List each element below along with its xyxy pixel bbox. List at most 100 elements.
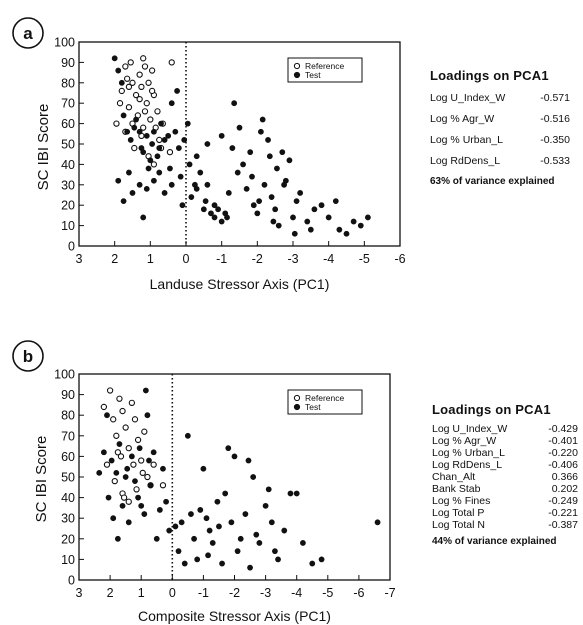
y-tick-label: 80: [61, 76, 75, 90]
loadings-title-b: Loadings on PCA1: [432, 402, 551, 417]
test-point: [242, 511, 249, 517]
test-point: [311, 206, 318, 213]
reference-point: [141, 108, 149, 115]
test-point: [188, 511, 194, 517]
test-point: [124, 465, 131, 472]
test-point: [216, 523, 222, 530]
test-point: [168, 100, 175, 107]
loading-variable-label: Log U_Index_W: [430, 92, 506, 104]
x-tick-label: -2: [229, 586, 240, 600]
reference-point: [113, 120, 120, 127]
test-point: [135, 494, 141, 501]
test-point: [250, 202, 257, 209]
reference-point: [144, 473, 151, 481]
test-point: [197, 507, 204, 513]
reference-point: [128, 399, 136, 406]
y-tick-label: 0: [68, 240, 75, 254]
reference-point: [125, 445, 132, 452]
test-point: [166, 527, 173, 534]
loading-value: 0.366: [551, 471, 578, 483]
x-tick-label: -3: [287, 252, 298, 266]
test-point: [168, 181, 175, 188]
legend-box: [287, 389, 363, 415]
test-point: [108, 457, 115, 464]
legend-reference-marker: [293, 62, 301, 70]
test-point: [231, 453, 238, 460]
reference-point: [125, 498, 132, 505]
test-point: [268, 194, 275, 200]
test-point: [236, 124, 243, 131]
loading-value: -0.429: [548, 423, 578, 435]
x-tick-label: -3: [260, 586, 271, 600]
test-point: [172, 128, 179, 135]
reference-point: [110, 416, 117, 423]
x-tick-label: -2: [252, 252, 263, 266]
loading-value: -0.221: [548, 507, 578, 519]
test-point: [318, 202, 325, 209]
test-point: [214, 498, 221, 505]
test-point: [208, 210, 214, 217]
test-point: [184, 120, 191, 127]
panel-label: a: [23, 24, 33, 43]
test-point: [120, 198, 127, 205]
test-point: [200, 465, 207, 472]
reference-point: [131, 416, 139, 423]
y-tick-label: 10: [61, 219, 75, 233]
test-point: [266, 153, 273, 160]
test-point: [110, 515, 117, 522]
test-point: [100, 449, 107, 456]
loadings-panel-a: Loadings on PCA1 Log U_Index_W -0.571 Log …: [430, 68, 570, 187]
test-point: [325, 214, 332, 221]
loading-row: Log % Urban_L -0.220: [432, 447, 578, 459]
test-point: [204, 181, 211, 188]
loading-variable-label: Log % Agr_W: [430, 113, 495, 125]
y-tick-label: 10: [61, 553, 75, 567]
test-point: [143, 185, 150, 192]
test-point: [145, 165, 152, 172]
loading-variable-label: Log % Agr_W: [432, 435, 497, 447]
reference-point: [134, 436, 142, 444]
test-point: [318, 556, 325, 563]
variance-explained-b: 44% of variance explained: [432, 536, 557, 547]
test-point: [165, 132, 172, 139]
test-point: [136, 128, 143, 135]
x-tick-label: 2: [107, 586, 114, 600]
test-point: [304, 218, 311, 225]
test-point: [140, 214, 147, 221]
y-tick-label: 20: [61, 532, 75, 546]
test-point: [261, 181, 268, 188]
test-point: [336, 226, 343, 233]
test-point: [228, 519, 235, 526]
reference-point: [138, 83, 145, 91]
reference-point: [159, 482, 167, 489]
test-point: [184, 432, 191, 439]
test-point: [272, 548, 278, 555]
y-tick-label: 40: [61, 158, 75, 172]
test-point: [234, 169, 241, 176]
test-point: [281, 527, 288, 534]
loading-row: Log % Agr_W -0.516: [430, 113, 570, 125]
reference-point: [100, 403, 108, 411]
x-tick-label: 1: [138, 586, 145, 600]
test-point: [161, 137, 168, 143]
y-tick-label: 40: [61, 491, 75, 505]
loading-value: -0.387: [548, 519, 578, 531]
test-point: [268, 519, 275, 526]
y-tick-label: 70: [61, 97, 75, 111]
y-tick-label: 30: [61, 512, 75, 526]
test-point: [143, 132, 150, 139]
test-point: [175, 548, 182, 555]
test-point: [167, 165, 173, 172]
test-point: [275, 556, 281, 563]
reference-point: [129, 79, 136, 86]
loading-variable-label: Log % Urban_L: [432, 447, 505, 459]
reference-point: [136, 95, 143, 103]
test-point: [116, 441, 123, 447]
test-point: [156, 169, 163, 176]
test-point: [172, 523, 179, 530]
test-point: [186, 161, 193, 168]
test-point: [128, 453, 135, 460]
